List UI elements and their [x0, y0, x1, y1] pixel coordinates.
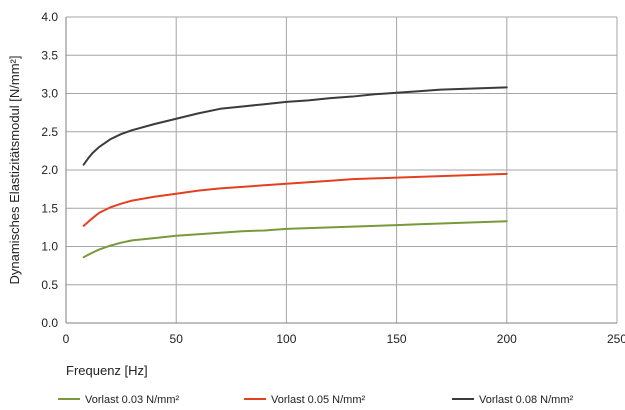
y-tick-label: 0.5: [41, 278, 58, 292]
y-tick-label: 1.5: [41, 201, 58, 215]
series-line-3: [82, 86, 508, 166]
legend-label: Vorlast 0.05 N/mm²: [271, 394, 365, 406]
y-tick-label: 2.5: [41, 125, 58, 139]
x-tick-label: 50: [170, 332, 184, 346]
legend: Vorlast 0.03 N/mm² Vorlast 0.05 N/mm² Vorl…: [58, 394, 573, 406]
grid-layer: [66, 16, 618, 323]
x-tick-label: 100: [276, 332, 296, 346]
tick-labels-layer: 0.0 0.5 1.0 1.5 2.0 2.5 3.0 3.5 4.0 0 50 100 150 200 2…: [41, 10, 625, 346]
y-tick-label: 3.5: [41, 48, 58, 62]
series-line-2: [82, 172, 508, 227]
y-axis-label: Dynamisches Elastizitätsmodul [N/mm²]: [7, 56, 22, 285]
x-axis-label: Frequenz [Hz]: [66, 363, 148, 378]
series-layer: [82, 86, 508, 259]
series-line-1: [82, 220, 508, 259]
x-tick-label: 200: [497, 332, 517, 346]
legend-label: Vorlast 0.03 N/mm²: [85, 394, 179, 406]
x-tick-label: 150: [387, 332, 407, 346]
axes-layer: [65, 17, 617, 324]
legend-label: Vorlast 0.08 N/mm²: [479, 394, 573, 406]
y-tick-label: 2.0: [41, 163, 58, 177]
y-tick-label: 4.0: [41, 10, 58, 24]
x-tick-label: 0: [63, 332, 70, 346]
y-tick-label: 1.0: [41, 240, 58, 254]
y-tick-label: 0.0: [41, 316, 58, 330]
x-tick-label: 250: [607, 332, 625, 346]
y-tick-label: 3.0: [41, 87, 58, 101]
